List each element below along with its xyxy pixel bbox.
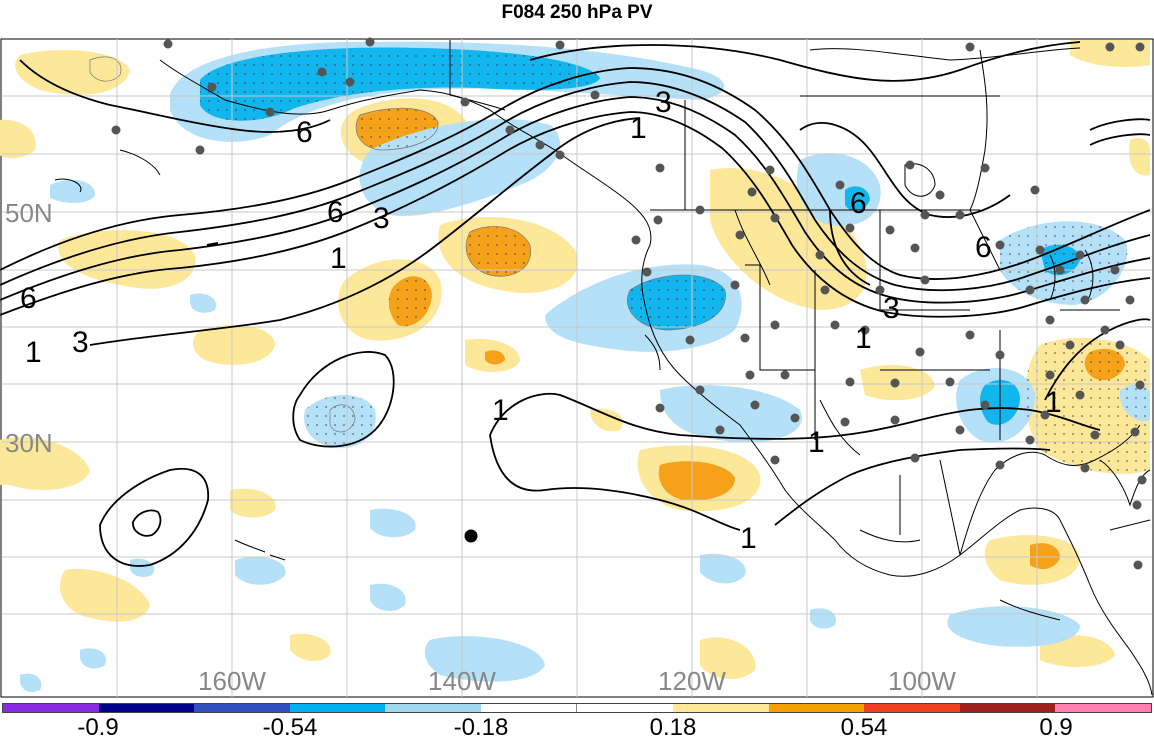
colorbar-tick-label: 0.18 [649,714,697,741]
contour-label: 1 [855,322,872,355]
contour-label: 1 [492,394,509,427]
lon-label-120w: 120W [658,666,726,696]
contour-label: 1 [630,112,647,145]
contour-label: 6 [850,187,867,220]
colorbar-segment [864,704,960,712]
anomaly-outlines [89,56,726,433]
contour-label: 1 [808,426,825,459]
colorbar-segment [3,704,99,712]
colorbar-segment [576,704,674,712]
contour-label: 6 [975,231,992,264]
colorbar-tick-label: -0.9 [77,714,119,741]
colorbar-segment [959,704,1056,712]
contour-label: 3 [72,326,89,359]
contour-label: 1 [740,522,757,555]
colorbar-tick-label: -0.54 [262,714,318,741]
colorbar-segment [1055,704,1151,712]
contour-label: 6 [20,282,37,315]
colorbar-tick-label: -0.18 [453,714,509,741]
lon-label-100w: 100W [888,666,956,696]
lat-label-30n: 30N [5,428,53,458]
colorbar [2,703,1152,713]
marker-dot [464,529,478,543]
chart-title: F084 250 hPa PV [501,2,653,23]
contour-label: 1 [330,242,347,275]
pv-map: 6 6 3 1 6 3 1 1 3 6 6 3 1 1 1 1 1 [0,37,1154,698]
colorbar-segment [480,704,577,712]
colorbar-segment [673,704,769,712]
pv-contours [0,41,1151,567]
contour-tick-marks [206,242,219,246]
contour-label: 1 [25,336,42,369]
contour-label: 1 [1045,386,1062,419]
contour-label: 3 [883,292,900,325]
contour-label: 3 [373,202,390,235]
contour-label: 6 [327,196,344,229]
contour-labels: 6 6 3 1 6 3 1 1 3 6 6 3 1 1 1 1 1 [20,86,1062,555]
colorbar-segment [768,704,865,712]
colorbar-segment [385,704,481,712]
lon-label-160w: 160W [198,666,266,696]
station-dots [111,37,1147,570]
colorbar-tick-label: 0.54 [840,714,888,741]
lon-label-140w: 140W [428,666,496,696]
contour-label: 6 [296,116,313,149]
graticule [2,39,1152,697]
colorbar-segment [194,704,290,712]
colorbar-segment [98,704,195,712]
contour-label: 3 [655,86,672,119]
colorbar-tick-label: 0.9 [1039,714,1073,741]
colorbar-segment [289,704,386,712]
colorbar-labels: -0.9 -0.54 -0.18 0.18 0.54 0.9 [0,714,1154,741]
lat-label-50n: 50N [5,198,53,228]
